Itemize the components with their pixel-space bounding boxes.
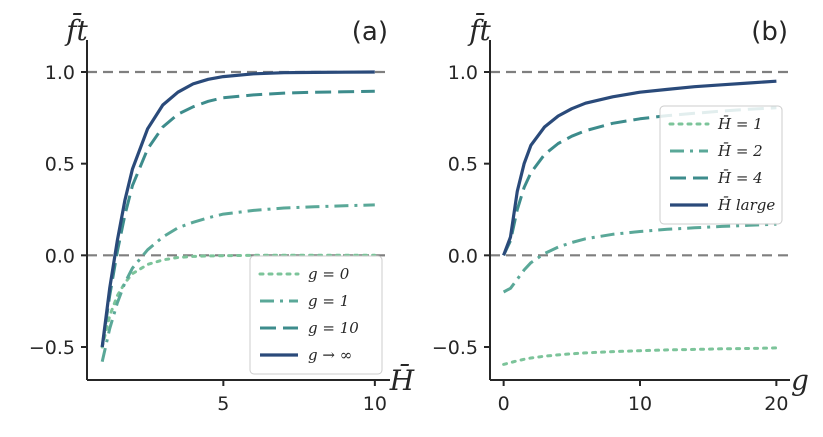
x-tick-label: 10 (628, 393, 652, 415)
legend-label-1: H̄ = 2 (717, 142, 763, 160)
x-axis-label: g (791, 364, 809, 397)
x-tick-label: 10 (363, 393, 387, 415)
y-tick-label: 1.0 (45, 62, 75, 84)
panel-label: (b) (751, 17, 788, 47)
legend-label-1: g = 1 (308, 292, 349, 310)
y-tick-label: 0.5 (448, 154, 478, 176)
y-tick-label: 0.5 (45, 154, 75, 176)
y-axis-label: f̄t (64, 12, 88, 47)
panel-a: −0.5 0.0 0.5 1.0 5 10 f̄t H̄ (a) g = 0 g = 1 g = 10… (29, 12, 415, 415)
x-axis-label: H̄ (389, 363, 415, 397)
y-tick-label: −0.5 (29, 337, 75, 359)
panel-label: (a) (352, 17, 388, 47)
x-tick-label: 20 (764, 393, 788, 415)
y-tick-label: 0.0 (448, 245, 478, 267)
legend-box (659, 105, 783, 225)
x-tick-label: 0 (498, 393, 510, 415)
panel-b: −0.50.00.51.00 10 20f̄tg(b)H̄ = 1H̄ = 2H̄ … (432, 12, 809, 415)
legend: g = 0 g = 1 g = 10 g → ∞ (249, 255, 383, 375)
series-line-3 (502, 79, 777, 256)
legend: H̄ = 1 H̄ = 2 H̄ = 4 H̄ large (659, 105, 783, 225)
legend-label-3: g → ∞ (308, 346, 352, 364)
y-tick-label: 1.0 (448, 62, 478, 84)
series-line-1 (100, 203, 375, 363)
legend-label-2: g = 10 (308, 319, 359, 337)
legend-label-3: H̄ large (717, 196, 775, 214)
series-line-0 (502, 346, 778, 366)
series-line-0 (100, 253, 377, 349)
legend-label-0: g = 0 (308, 265, 350, 283)
x-tick-label: 5 (217, 393, 229, 415)
series-line-2 (100, 89, 375, 348)
series-line-3 (100, 70, 375, 348)
legend-box (249, 255, 383, 375)
y-tick-label: 0.0 (45, 245, 75, 267)
y-tick-label: −0.5 (432, 337, 478, 359)
y-axis-label: f̄t (467, 12, 491, 47)
legend-label-0: H̄ = 1 (717, 115, 763, 133)
series-line-1 (502, 222, 777, 294)
legend-label-2: H̄ = 4 (717, 169, 763, 187)
